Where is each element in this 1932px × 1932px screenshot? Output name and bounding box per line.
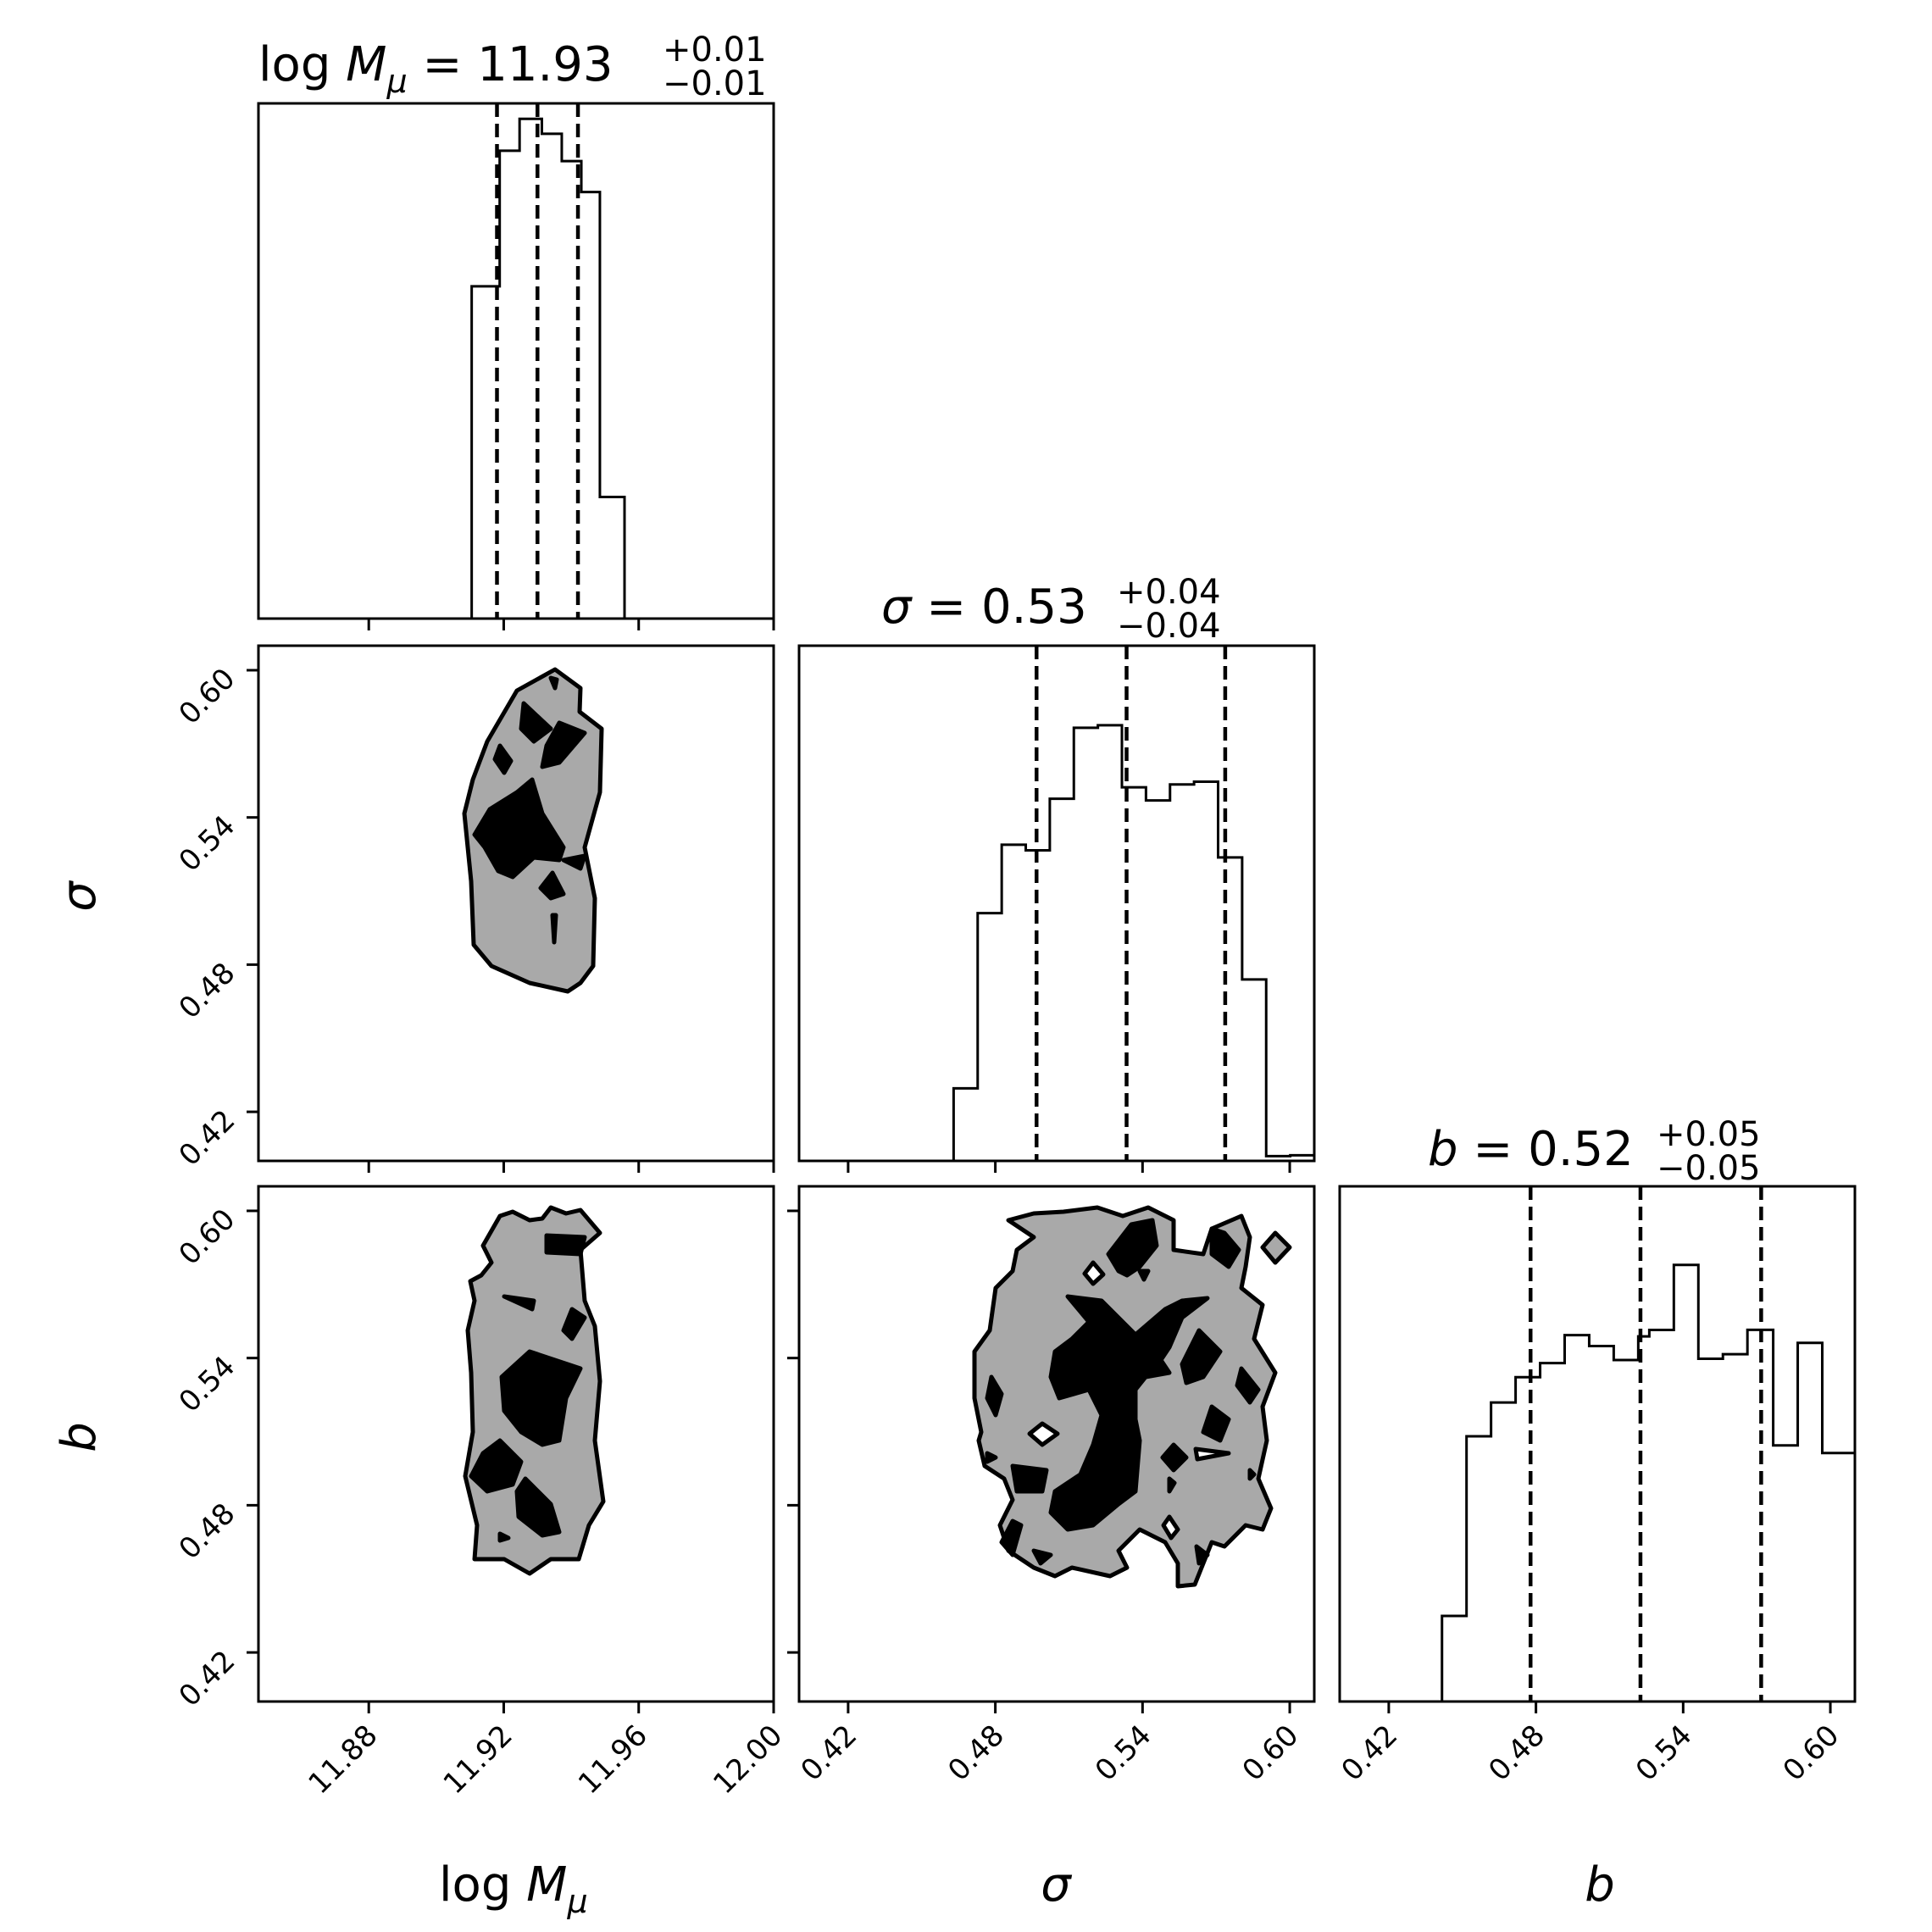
panel-frame-logM-hist [257, 102, 775, 620]
title-b-minus: −0.05 [1657, 1149, 1761, 1188]
histogram-logM [258, 117, 774, 620]
ytick-label-b: 0.54 [173, 1350, 242, 1419]
contour-sigma-b-inner [1235, 1366, 1261, 1405]
histogram-sigma [799, 724, 1314, 1163]
title-b-plus: +0.05 [1657, 1115, 1761, 1154]
contour-logm-b-inner [469, 1438, 524, 1494]
xtick-label-logM: 12.00 [707, 1718, 789, 1801]
panel-frame-sigma-b [797, 1185, 1316, 1703]
xtick-label-b: 0.60 [1777, 1718, 1846, 1788]
contour-sigma-b-inner [1201, 1404, 1231, 1443]
contour-logm-sigma-inner [550, 913, 558, 945]
contour-logm-sigma [462, 667, 604, 994]
ytick-label-sigma: 0.60 [173, 662, 242, 731]
title-logm-minus: −0.01 [663, 64, 767, 103]
contour-sigma-b-inner [1010, 1463, 1049, 1494]
contour-logm-sigma-inner [538, 870, 566, 901]
title-sigma-value: 0.53 [981, 580, 1087, 635]
contour-sigma-b-inner [1247, 1468, 1257, 1481]
ytick-label-sigma: 0.42 [173, 1103, 242, 1173]
title-b: b = 0.52 +0.05 −0.05 [1428, 1115, 1761, 1188]
contour-sigma-b-inner [1137, 1269, 1151, 1282]
title-logm: log Mμ = 11.93 +0.01 −0.01 [258, 31, 767, 103]
contour-sigma-b-outer [1260, 1230, 1292, 1265]
ylabel-sigma: σ [52, 880, 107, 912]
contour-logm-b-inner [561, 1307, 587, 1341]
contour-sigma-b-inner [985, 1374, 1004, 1418]
title-sigma: σ = 0.53 +0.04 −0.04 [881, 573, 1221, 646]
xlabel-sigma: σ [1041, 1857, 1072, 1913]
ytick-label-b: 0.42 [173, 1644, 242, 1713]
title-sigma-plus: +0.04 [1117, 573, 1221, 612]
contour-sigma-b-inner [1031, 1548, 1053, 1566]
panel-frame-logM-sigma [257, 644, 775, 1163]
contour-sigma-b-inner [999, 1518, 1024, 1557]
title-logm-value: 11.93 [477, 37, 613, 92]
contour-logm-b-inner [502, 1294, 536, 1312]
xtick-label-sigma: 0.54 [1089, 1718, 1158, 1788]
xtick-label-sigma: 0.48 [941, 1718, 1011, 1788]
svg-text:log Mμ: log Mμ [439, 1857, 588, 1920]
contour-sigma-b-inner [1194, 1544, 1210, 1566]
xtick-label-sigma: 0.60 [1236, 1718, 1306, 1788]
xtick-label-b: 0.42 [1335, 1718, 1404, 1788]
xlabel-b: b [1585, 1857, 1615, 1913]
xtick-label-sigma: 0.42 [794, 1718, 863, 1788]
contour-logm-b [463, 1205, 606, 1576]
contour-sigma-b-inner [1048, 1294, 1210, 1532]
ytick-label-sigma: 0.54 [173, 809, 242, 879]
panel-frame-logM-b [257, 1185, 775, 1703]
contour-sigma-b [972, 1205, 1292, 1589]
contour-logm-sigma-inner [472, 777, 566, 880]
contour-logm-b-inner [544, 1233, 587, 1257]
contour-logm-sigma-inner [548, 675, 559, 691]
contour-logm-b-inner [497, 1531, 511, 1543]
contour-logm-b-inner [499, 1349, 583, 1447]
contour-sigma-b-inner [1180, 1328, 1223, 1385]
title-sigma-minus: −0.04 [1117, 607, 1221, 646]
contour-sigma-b-hole [1027, 1421, 1060, 1447]
ytick-label-sigma: 0.48 [173, 956, 242, 1025]
contour-sigma-b-hole [1082, 1260, 1106, 1286]
xlabel-logm: log Mμ [439, 1857, 588, 1920]
contour-sigma-b-inner [1167, 1476, 1177, 1494]
svg-text:σ = 0.53: σ = 0.53 [881, 580, 1087, 635]
contour-sigma-b-inner [1160, 1442, 1189, 1473]
contour-logm-sigma-inner [519, 701, 553, 744]
svg-text:log Mμ = 11.93: log Mμ = 11.93 [258, 37, 613, 100]
xtick-label-logM: 11.96 [572, 1718, 654, 1801]
panel-frame-b-hist [1338, 1185, 1857, 1703]
title-logm-plus: +0.01 [663, 31, 767, 69]
svg-text:b = 0.52: b = 0.52 [1428, 1122, 1634, 1177]
contour-sigma-b-inner [1106, 1218, 1159, 1278]
ytick-label-b: 0.60 [173, 1202, 242, 1272]
xtick-label-logM: 11.92 [437, 1718, 519, 1801]
contour-logm-sigma-inner [540, 720, 587, 769]
xtick-label-b: 0.48 [1482, 1718, 1552, 1788]
contour-sigma-b-hole [1161, 1514, 1180, 1541]
ytick-label-b: 0.48 [173, 1496, 242, 1566]
contour-logm-b-inner [514, 1476, 562, 1538]
xtick-label-logM: 11.88 [302, 1718, 384, 1801]
ylabel-b: b [52, 1422, 107, 1452]
contour-sigma-b-inner [985, 1451, 998, 1464]
contour-logm-sigma-inner [492, 743, 514, 775]
histogram-b [1340, 1263, 1857, 1703]
contour-sigma-b-inner [1209, 1226, 1241, 1269]
panel-frame-sigma-hist [797, 644, 1316, 1163]
title-b-value: 0.52 [1528, 1122, 1634, 1177]
xtick-label-b: 0.54 [1629, 1718, 1699, 1788]
contour-logm-sigma-inner [561, 853, 587, 871]
contour-sigma-b-hole [1193, 1446, 1231, 1462]
